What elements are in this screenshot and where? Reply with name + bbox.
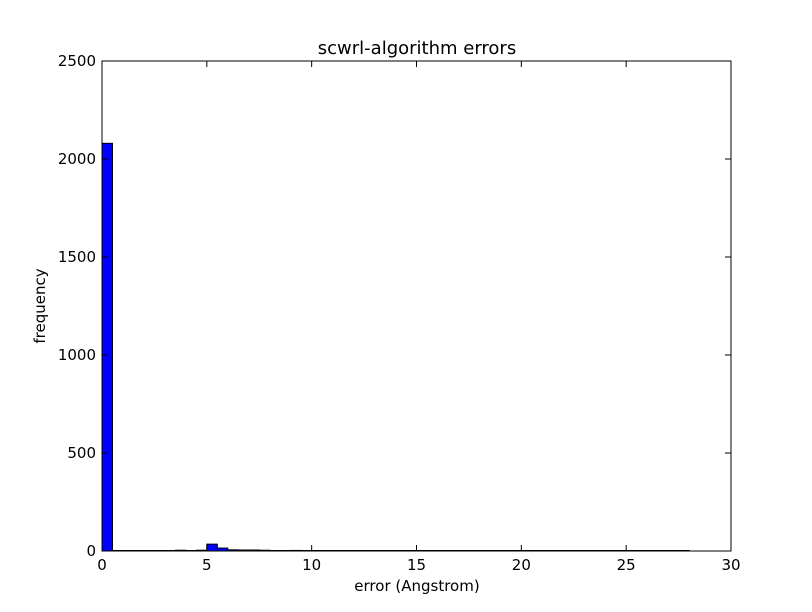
y-tick-label: 2000 (58, 150, 96, 168)
plot-frame (101, 60, 732, 552)
x-axis-label: error (Angstrom) (354, 577, 479, 595)
x-tick-label: 20 (512, 556, 531, 574)
histogram-bar (101, 142, 113, 552)
x-tick-label: 5 (202, 556, 212, 574)
axis-ticks: 0 5 10 15 20 25 30 0 500 1000 1500 2000 2500 (58, 52, 741, 574)
histogram-bar (206, 543, 218, 552)
y-tick-label: 2500 (58, 52, 96, 70)
y-axis-label: frequency (31, 268, 49, 343)
y-tick-label: 1000 (58, 346, 96, 364)
y-tick-label: 500 (67, 444, 96, 462)
x-tick-label: 25 (617, 556, 636, 574)
chart-title: scwrl-algorithm errors (318, 38, 516, 59)
y-tick-label: 0 (86, 542, 96, 560)
x-tick-label: 0 (97, 556, 107, 574)
x-tick-label: 15 (407, 556, 426, 574)
x-tick-label: 10 (302, 556, 321, 574)
y-tick-label: 1500 (58, 248, 96, 266)
bars-group (101, 142, 690, 552)
x-tick-label: 30 (721, 556, 740, 574)
